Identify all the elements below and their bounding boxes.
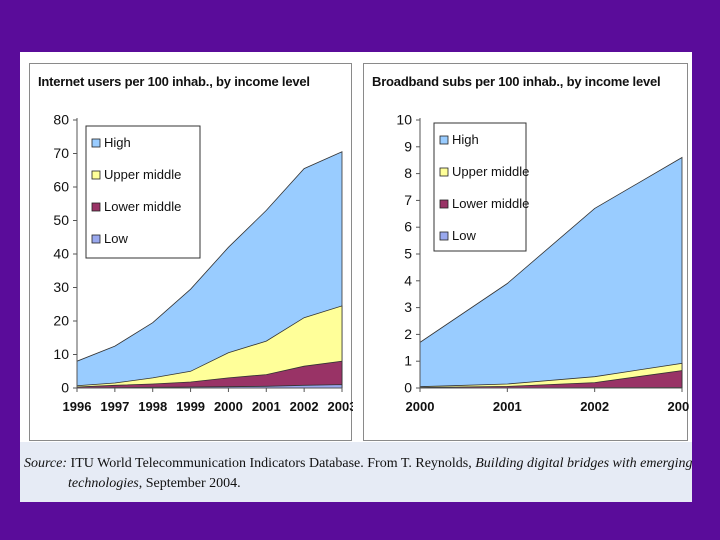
internet-x-tick-label: 2003 <box>328 399 353 414</box>
source-citation: Source: ITU World Telecommunication Indi… <box>20 442 693 502</box>
internet-legend-label-lower-middle: Lower middle <box>104 199 181 214</box>
internet-legend-box <box>85 125 201 259</box>
internet-users-chart-panel: Internet users per 100 inhab., by income… <box>29 63 353 441</box>
internet-y-tick-label: 70 <box>53 145 69 161</box>
broadband-y-tick-label: 6 <box>404 219 412 235</box>
broadband-x-tick-label: 2000 <box>406 399 435 414</box>
broadband-y-tick-label: 1 <box>404 353 412 369</box>
broadband-y-tick-label: 7 <box>404 192 412 208</box>
source-title-part-1: Building digital bridges with emerging <box>475 456 693 471</box>
broadband-y-tick-label: 4 <box>404 272 412 288</box>
internet-y-tick-label: 60 <box>53 179 69 195</box>
broadband-subs-chart-panel: Broadband subs per 100 inhab., by income… <box>363 63 689 441</box>
broadband-subs-chart-title: Broadband subs per 100 inhab., by income… <box>372 74 661 89</box>
internet-users-chart-title: Internet users per 100 inhab., by income… <box>38 74 310 89</box>
slide: Internet users per 100 inhab., by income… <box>20 52 693 502</box>
internet-y-tick-label: 20 <box>53 313 69 329</box>
internet-legend-swatch-high <box>91 138 101 148</box>
internet-area-high <box>76 151 343 389</box>
broadband-legend-label-low: Low <box>452 228 476 243</box>
broadband-y-tick-label: 8 <box>404 165 412 181</box>
broadband-legend-swatch-upper-middle <box>439 167 449 177</box>
broadband-y-tick-label: 2 <box>404 326 412 342</box>
source-label: Source: <box>24 456 68 471</box>
source-line-2: technologies, September 2004. <box>68 476 241 492</box>
broadband-legend-label-upper-middle: Upper middle <box>452 164 529 179</box>
internet-x-tick-label: 2002 <box>290 399 319 414</box>
internet-y-tick-label: 10 <box>53 346 69 362</box>
internet-area-lower-middle <box>76 360 343 389</box>
broadband-y-tick-label: 3 <box>404 299 412 315</box>
internet-y-tick-label: 80 <box>53 112 69 128</box>
broadband-legend-label-high: High <box>452 132 479 147</box>
internet-legend-swatch-upper-middle <box>91 170 101 180</box>
internet-legend-swatch-lower-middle <box>91 202 101 212</box>
internet-legend-label-low: Low <box>104 231 128 246</box>
broadband-x-tick-label: 2002 <box>580 399 609 414</box>
internet-x-tick-label: 2000 <box>214 399 243 414</box>
internet-x-tick-label: 2001 <box>252 399 281 414</box>
broadband-y-tick-label: 10 <box>396 112 412 128</box>
source-text-1: ITU World Telecommunication Indicators D… <box>67 456 476 471</box>
broadband-legend-swatch-high <box>439 135 449 145</box>
internet-y-tick-label: 30 <box>53 279 69 295</box>
internet-y-tick-label: 40 <box>53 246 69 262</box>
source-text-2: , September 2004. <box>138 476 241 491</box>
internet-x-tick-label: 1999 <box>176 399 205 414</box>
broadband-y-tick-label: 5 <box>404 246 412 262</box>
internet-x-tick-label: 1997 <box>100 399 129 414</box>
internet-users-chart: 0 10 20 30 40 50 60 70 80 1996 1997 1998 1999 2000 200… <box>53 112 353 415</box>
internet-y-tick-label: 50 <box>53 212 69 228</box>
internet-legend-label-high: High <box>104 135 131 150</box>
broadband-x-tick-label: 2003 <box>668 399 689 414</box>
internet-legend-label-upper-middle: Upper middle <box>104 167 181 182</box>
broadband-y-tick-label: 9 <box>404 138 412 154</box>
broadband-legend-swatch-lower-middle <box>439 199 449 209</box>
broadband-y-tick-label: 0 <box>404 380 412 396</box>
broadband-legend-swatch-low <box>439 231 449 241</box>
internet-y-tick-label: 0 <box>61 380 69 396</box>
internet-x-tick-label: 1998 <box>138 399 167 414</box>
source-line-1: Source: ITU World Telecommunication Indi… <box>24 456 693 472</box>
internet-legend-swatch-low <box>91 234 101 244</box>
source-title-part-2: technologies <box>68 476 139 491</box>
broadband-legend-label-lower-middle: Lower middle <box>452 196 529 211</box>
broadband-x-tick-label: 2001 <box>493 399 522 414</box>
broadband-legend-box <box>433 122 527 252</box>
internet-area-upper-middle <box>76 305 343 389</box>
internet-x-tick-label: 1996 <box>63 399 92 414</box>
broadband-subs-chart: 0 1 2 3 4 5 6 7 8 9 10 2000 2001 2002 2003 High Upper mi… <box>396 112 689 415</box>
